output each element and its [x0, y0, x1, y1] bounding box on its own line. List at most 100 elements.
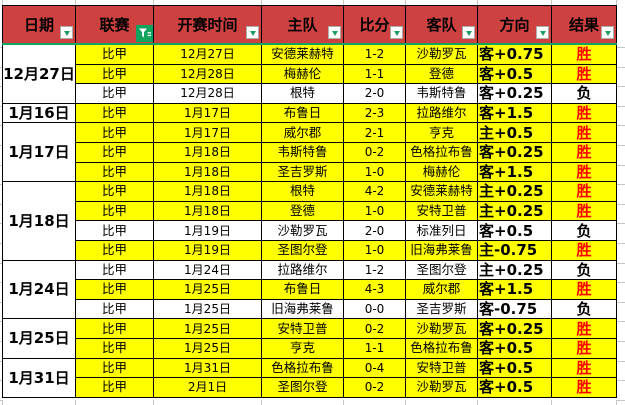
- cell-time[interactable]: 2月1日: [153, 377, 262, 398]
- cell-league[interactable]: 比甲: [75, 357, 154, 379]
- cell-score[interactable]: 1-0: [343, 161, 406, 183]
- cell-away[interactable]: 安德莱赫特: [405, 181, 478, 202]
- cell-away[interactable]: 沙勒罗瓦: [405, 318, 478, 339]
- cell-score[interactable]: 0-2: [343, 377, 406, 398]
- cell-league[interactable]: 比甲: [75, 181, 154, 202]
- cell-result[interactable]: 胜: [551, 337, 617, 359]
- date-group-cell[interactable]: 12月27日: [2, 43, 76, 104]
- cell-home[interactable]: 色格拉布鲁: [261, 357, 344, 379]
- cell-result[interactable]: 胜: [551, 357, 617, 379]
- cell-direction[interactable]: 主-0.75: [477, 239, 552, 261]
- cell-home[interactable]: 布鲁日: [261, 279, 344, 300]
- cell-league[interactable]: 比甲: [75, 377, 154, 398]
- cell-result[interactable]: 胜: [551, 141, 617, 163]
- cell-home[interactable]: 根特: [261, 83, 344, 104]
- cell-result[interactable]: 胜: [551, 122, 617, 143]
- cell-result[interactable]: 负: [551, 220, 617, 241]
- cell-direction[interactable]: 客-0.75: [477, 298, 552, 320]
- cell-result[interactable]: 胜: [551, 279, 617, 300]
- cell-league[interactable]: 比甲: [75, 43, 154, 65]
- cell-time[interactable]: 1月17日: [153, 122, 262, 143]
- cell-away[interactable]: 韦斯特鲁: [405, 83, 478, 104]
- cell-direction[interactable]: 客+0.25: [477, 83, 552, 104]
- cell-home[interactable]: 梅赫伦: [261, 63, 344, 85]
- cell-direction[interactable]: 客+0.75: [477, 43, 552, 65]
- column-header-away[interactable]: 客队: [405, 5, 478, 45]
- cell-time[interactable]: 1月25日: [153, 337, 262, 359]
- cell-league[interactable]: 比甲: [75, 83, 154, 104]
- cell-home[interactable]: 沙勒罗瓦: [261, 220, 344, 241]
- cell-direction[interactable]: 主+0.25: [477, 200, 552, 222]
- cell-result[interactable]: 胜: [551, 43, 617, 65]
- cell-result[interactable]: 负: [551, 83, 617, 104]
- cell-time[interactable]: 1月17日: [153, 102, 262, 124]
- filter-dropdown-icon[interactable]: [462, 26, 475, 39]
- cell-result[interactable]: 胜: [551, 161, 617, 183]
- date-group-cell[interactable]: 1月24日: [2, 259, 76, 320]
- cell-away[interactable]: 色格拉布鲁: [405, 141, 478, 163]
- cell-league[interactable]: 比甲: [75, 102, 154, 124]
- cell-result[interactable]: 负: [551, 259, 617, 281]
- filter-dropdown-icon[interactable]: [60, 26, 73, 39]
- cell-score[interactable]: 1-0: [343, 200, 406, 222]
- cell-score[interactable]: 2-1: [343, 122, 406, 143]
- cell-home[interactable]: 韦斯特鲁: [261, 141, 344, 163]
- cell-away[interactable]: 标准列日: [405, 220, 478, 241]
- filter-dropdown-icon[interactable]: [390, 26, 403, 39]
- cell-direction[interactable]: 客+0.5: [477, 220, 552, 241]
- cell-league[interactable]: 比甲: [75, 122, 154, 143]
- column-header-date[interactable]: 日期: [2, 5, 76, 45]
- cell-away[interactable]: 色格拉布鲁: [405, 337, 478, 359]
- cell-league[interactable]: 比甲: [75, 239, 154, 261]
- cell-time[interactable]: 1月18日: [153, 161, 262, 183]
- cell-time[interactable]: 1月31日: [153, 357, 262, 379]
- cell-away[interactable]: 梅赫伦: [405, 161, 478, 183]
- cell-league[interactable]: 比甲: [75, 279, 154, 300]
- cell-league[interactable]: 比甲: [75, 220, 154, 241]
- cell-result[interactable]: 胜: [551, 377, 617, 398]
- cell-away[interactable]: 拉路维尔: [405, 102, 478, 124]
- cell-time[interactable]: 1月19日: [153, 220, 262, 241]
- cell-direction[interactable]: 客+0.5: [477, 337, 552, 359]
- cell-time[interactable]: 12月27日: [153, 43, 262, 65]
- cell-direction[interactable]: 客+1.5: [477, 161, 552, 183]
- date-group-cell[interactable]: 1月25日: [2, 318, 76, 359]
- cell-direction[interactable]: 客+0.5: [477, 357, 552, 379]
- cell-time[interactable]: 1月18日: [153, 181, 262, 202]
- cell-direction[interactable]: 主+0.25: [477, 259, 552, 281]
- cell-league[interactable]: 比甲: [75, 259, 154, 281]
- cell-away[interactable]: 旧海弗莱鲁: [405, 239, 478, 261]
- cell-league[interactable]: 比甲: [75, 63, 154, 85]
- filter-dropdown-icon[interactable]: [601, 26, 614, 39]
- cell-score[interactable]: 1-2: [343, 43, 406, 65]
- cell-score[interactable]: 1-0: [343, 239, 406, 261]
- filter-dropdown-icon[interactable]: [246, 26, 259, 39]
- cell-home[interactable]: 安特卫普: [261, 318, 344, 339]
- cell-away[interactable]: 登德: [405, 63, 478, 85]
- cell-score[interactable]: 1-2: [343, 259, 406, 281]
- cell-direction[interactable]: 客+0.25: [477, 318, 552, 339]
- cell-home[interactable]: 根特: [261, 181, 344, 202]
- cell-home[interactable]: 亨克: [261, 337, 344, 359]
- cell-away[interactable]: 沙勒罗瓦: [405, 43, 478, 65]
- cell-away[interactable]: 亨克: [405, 122, 478, 143]
- cell-time[interactable]: 1月19日: [153, 239, 262, 261]
- cell-home[interactable]: 圣图尔登: [261, 377, 344, 398]
- date-group-cell[interactable]: 1月16日: [2, 102, 76, 124]
- cell-away[interactable]: 圣图尔登: [405, 259, 478, 281]
- cell-time[interactable]: 1月18日: [153, 200, 262, 222]
- cell-score[interactable]: 4-3: [343, 279, 406, 300]
- cell-away[interactable]: 威尔郡: [405, 279, 478, 300]
- cell-time[interactable]: 12月28日: [153, 83, 262, 104]
- column-header-direction[interactable]: 方向: [477, 5, 552, 45]
- cell-league[interactable]: 比甲: [75, 337, 154, 359]
- cell-league[interactable]: 比甲: [75, 298, 154, 320]
- cell-direction[interactable]: 客+1.5: [477, 279, 552, 300]
- cell-away[interactable]: 圣吉罗斯: [405, 298, 478, 320]
- cell-time[interactable]: 1月25日: [153, 298, 262, 320]
- column-header-home[interactable]: 主队: [261, 5, 344, 45]
- cell-score[interactable]: 0-2: [343, 318, 406, 339]
- cell-result[interactable]: 胜: [551, 63, 617, 85]
- cell-time[interactable]: 1月24日: [153, 259, 262, 281]
- cell-away[interactable]: 沙勒罗瓦: [405, 377, 478, 398]
